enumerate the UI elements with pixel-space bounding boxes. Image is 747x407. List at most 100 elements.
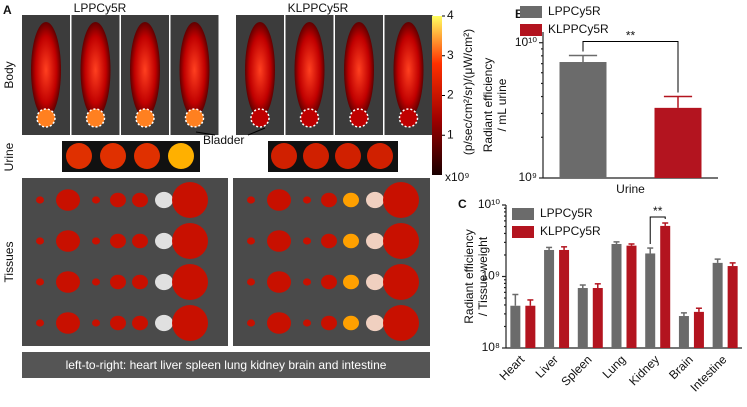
error-bar	[647, 247, 654, 254]
group-label: LPPCy5R	[74, 1, 127, 15]
error-bar	[695, 307, 702, 312]
organ	[155, 191, 173, 209]
group-label: KLPPCy5R	[288, 1, 349, 15]
y-axis-label: Radiant efficiency	[462, 229, 476, 324]
organ	[172, 264, 208, 300]
organ	[383, 264, 419, 300]
organ	[110, 192, 126, 208]
organ	[92, 278, 100, 286]
organ	[343, 233, 359, 249]
x-tick-label: Heart	[497, 352, 528, 383]
urine-well	[303, 143, 329, 169]
row-label: Urine	[2, 142, 16, 171]
x-tick-label: Brain	[666, 352, 696, 382]
error-bar	[594, 283, 601, 289]
legend-label: LPPCy5R	[548, 4, 601, 18]
legend-label: LPPCy5R	[540, 206, 593, 220]
y-tick-label: 10⁸	[482, 340, 500, 354]
y-tick-label: 10¹⁰	[515, 35, 537, 49]
error-bar	[546, 246, 553, 250]
bladder-ring	[299, 108, 320, 128]
organ	[366, 314, 384, 332]
body-signal	[393, 22, 424, 118]
caption: left-to-right: heart liver spleen lung k…	[66, 358, 387, 372]
organ	[36, 196, 44, 204]
error-bar	[714, 258, 721, 263]
organ	[366, 232, 384, 250]
organ	[36, 319, 44, 327]
organ	[267, 312, 291, 334]
organ	[303, 237, 311, 245]
colorbar-tick-label: 4	[447, 8, 454, 22]
body-signal	[294, 22, 325, 118]
significance-label: **	[626, 29, 636, 43]
urine-well	[66, 143, 92, 169]
organ	[172, 223, 208, 259]
organ	[155, 273, 173, 291]
organ	[155, 314, 173, 332]
colorbar-multiplier: x10⁹	[445, 170, 470, 184]
bar	[592, 288, 603, 348]
bar	[611, 243, 622, 348]
organ	[110, 315, 126, 331]
panel-label: B	[515, 7, 524, 21]
error-bar	[527, 299, 534, 306]
bladder-ring	[184, 108, 205, 128]
bladder-ring	[135, 108, 155, 128]
colorbar-tick-label: 3	[447, 48, 454, 62]
bar	[525, 305, 536, 348]
y-tick-label: 10¹⁰	[478, 197, 500, 211]
x-tick-label: Kidney	[626, 352, 662, 388]
organ	[366, 273, 384, 291]
panel-a: A LPPCy5R KLPPCy5R Body Urine Tissues Bladder l…	[2, 1, 475, 378]
organ	[36, 237, 44, 245]
organ	[56, 312, 80, 334]
bar	[544, 249, 555, 348]
callout: Bladder	[203, 133, 244, 147]
urine-well	[367, 143, 393, 169]
organ	[383, 305, 419, 341]
error-bar	[613, 241, 620, 244]
organ	[321, 274, 337, 290]
bar	[660, 225, 671, 348]
urine-well	[271, 143, 297, 169]
x-tick-label: Liver	[533, 352, 561, 380]
legend-label: KLPPCy5R	[548, 22, 609, 36]
bar	[693, 311, 704, 348]
bladder-ring	[85, 108, 106, 128]
bladder-ring	[349, 108, 369, 128]
organ	[321, 192, 337, 208]
body-signal	[245, 22, 275, 118]
organ	[92, 319, 100, 327]
organ	[172, 305, 208, 341]
organ	[366, 191, 384, 209]
organ	[172, 182, 208, 218]
bladder-ring	[36, 108, 56, 128]
legend-swatch	[512, 208, 534, 220]
organ	[132, 192, 148, 208]
bar	[559, 249, 570, 348]
bar	[626, 245, 637, 348]
bar	[577, 288, 588, 348]
significance-bracket	[649, 216, 666, 245]
organ	[303, 278, 311, 286]
organ	[303, 196, 311, 204]
urine-well	[335, 143, 361, 169]
urine-well	[100, 143, 126, 169]
organ	[267, 230, 291, 252]
body-signal	[130, 22, 160, 118]
significance-bracket	[582, 40, 679, 93]
organ	[132, 315, 148, 331]
organ	[110, 274, 126, 290]
body-signal	[31, 22, 61, 118]
organ	[383, 223, 419, 259]
error-bar	[680, 312, 687, 317]
bar	[712, 262, 723, 348]
urine-well	[134, 143, 160, 169]
x-tick-label: Intestine	[688, 352, 730, 394]
organ	[92, 196, 100, 204]
callout-line	[195, 131, 216, 136]
colorbar-tick-label: 2	[447, 88, 454, 102]
